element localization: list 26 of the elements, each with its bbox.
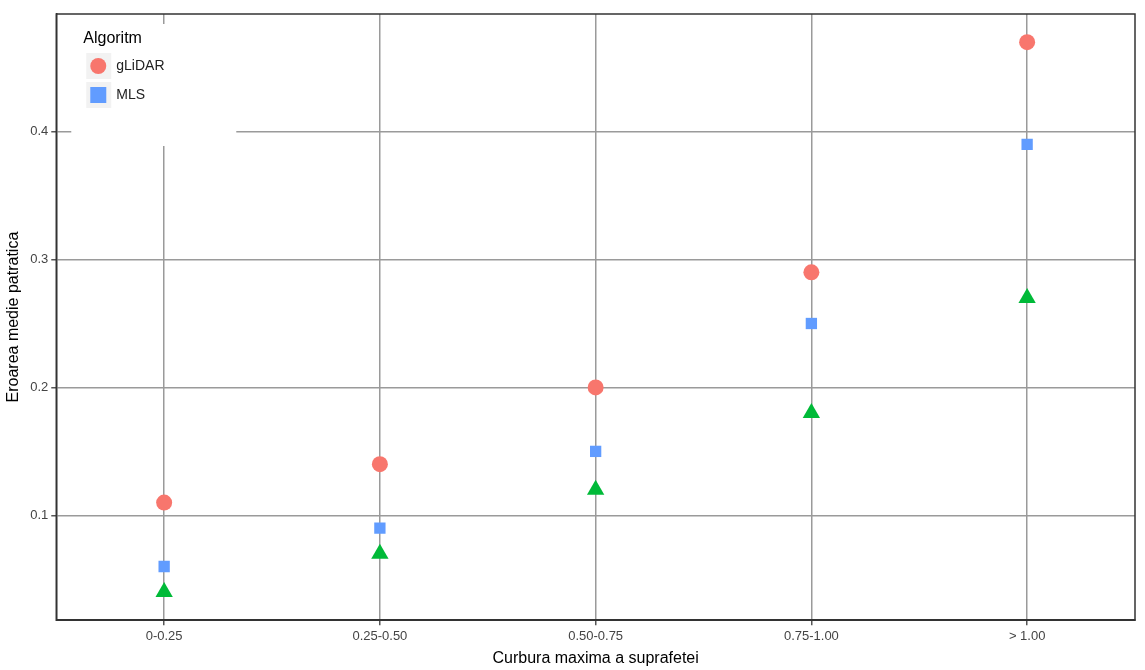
x-tick-label: > 1.00 bbox=[1008, 627, 1046, 643]
y-tick-label: 0.1 bbox=[30, 506, 49, 522]
x-axis-title: Curbura maxima a suprafetei bbox=[492, 648, 699, 666]
y-tick-label: 0.4 bbox=[30, 123, 49, 139]
point bbox=[587, 379, 604, 396]
x-tick-label: 0.75-1.00 bbox=[783, 627, 839, 643]
point bbox=[589, 445, 602, 458]
legend-title: Algoritm bbox=[83, 29, 142, 47]
point bbox=[155, 582, 173, 598]
x-tick-label: 0-0.25 bbox=[145, 627, 183, 643]
y-tick-label: 0.3 bbox=[30, 251, 49, 267]
point bbox=[158, 560, 170, 573]
point bbox=[1021, 138, 1033, 151]
y-axis-title: Eroarea medie patratica bbox=[4, 231, 22, 403]
y-tick-label: 0.2 bbox=[30, 379, 49, 395]
point bbox=[1019, 34, 1036, 51]
point bbox=[803, 264, 820, 281]
point bbox=[156, 494, 173, 511]
legend-label: MLS bbox=[116, 85, 146, 102]
point bbox=[371, 456, 388, 473]
x-tick-label: 0.50-0.75 bbox=[568, 627, 624, 643]
point bbox=[802, 403, 821, 419]
point bbox=[374, 522, 386, 534]
point bbox=[805, 317, 818, 330]
legend-label: gLiDAR bbox=[116, 56, 165, 73]
x-tick-label: 0.25-0.50 bbox=[352, 627, 408, 643]
